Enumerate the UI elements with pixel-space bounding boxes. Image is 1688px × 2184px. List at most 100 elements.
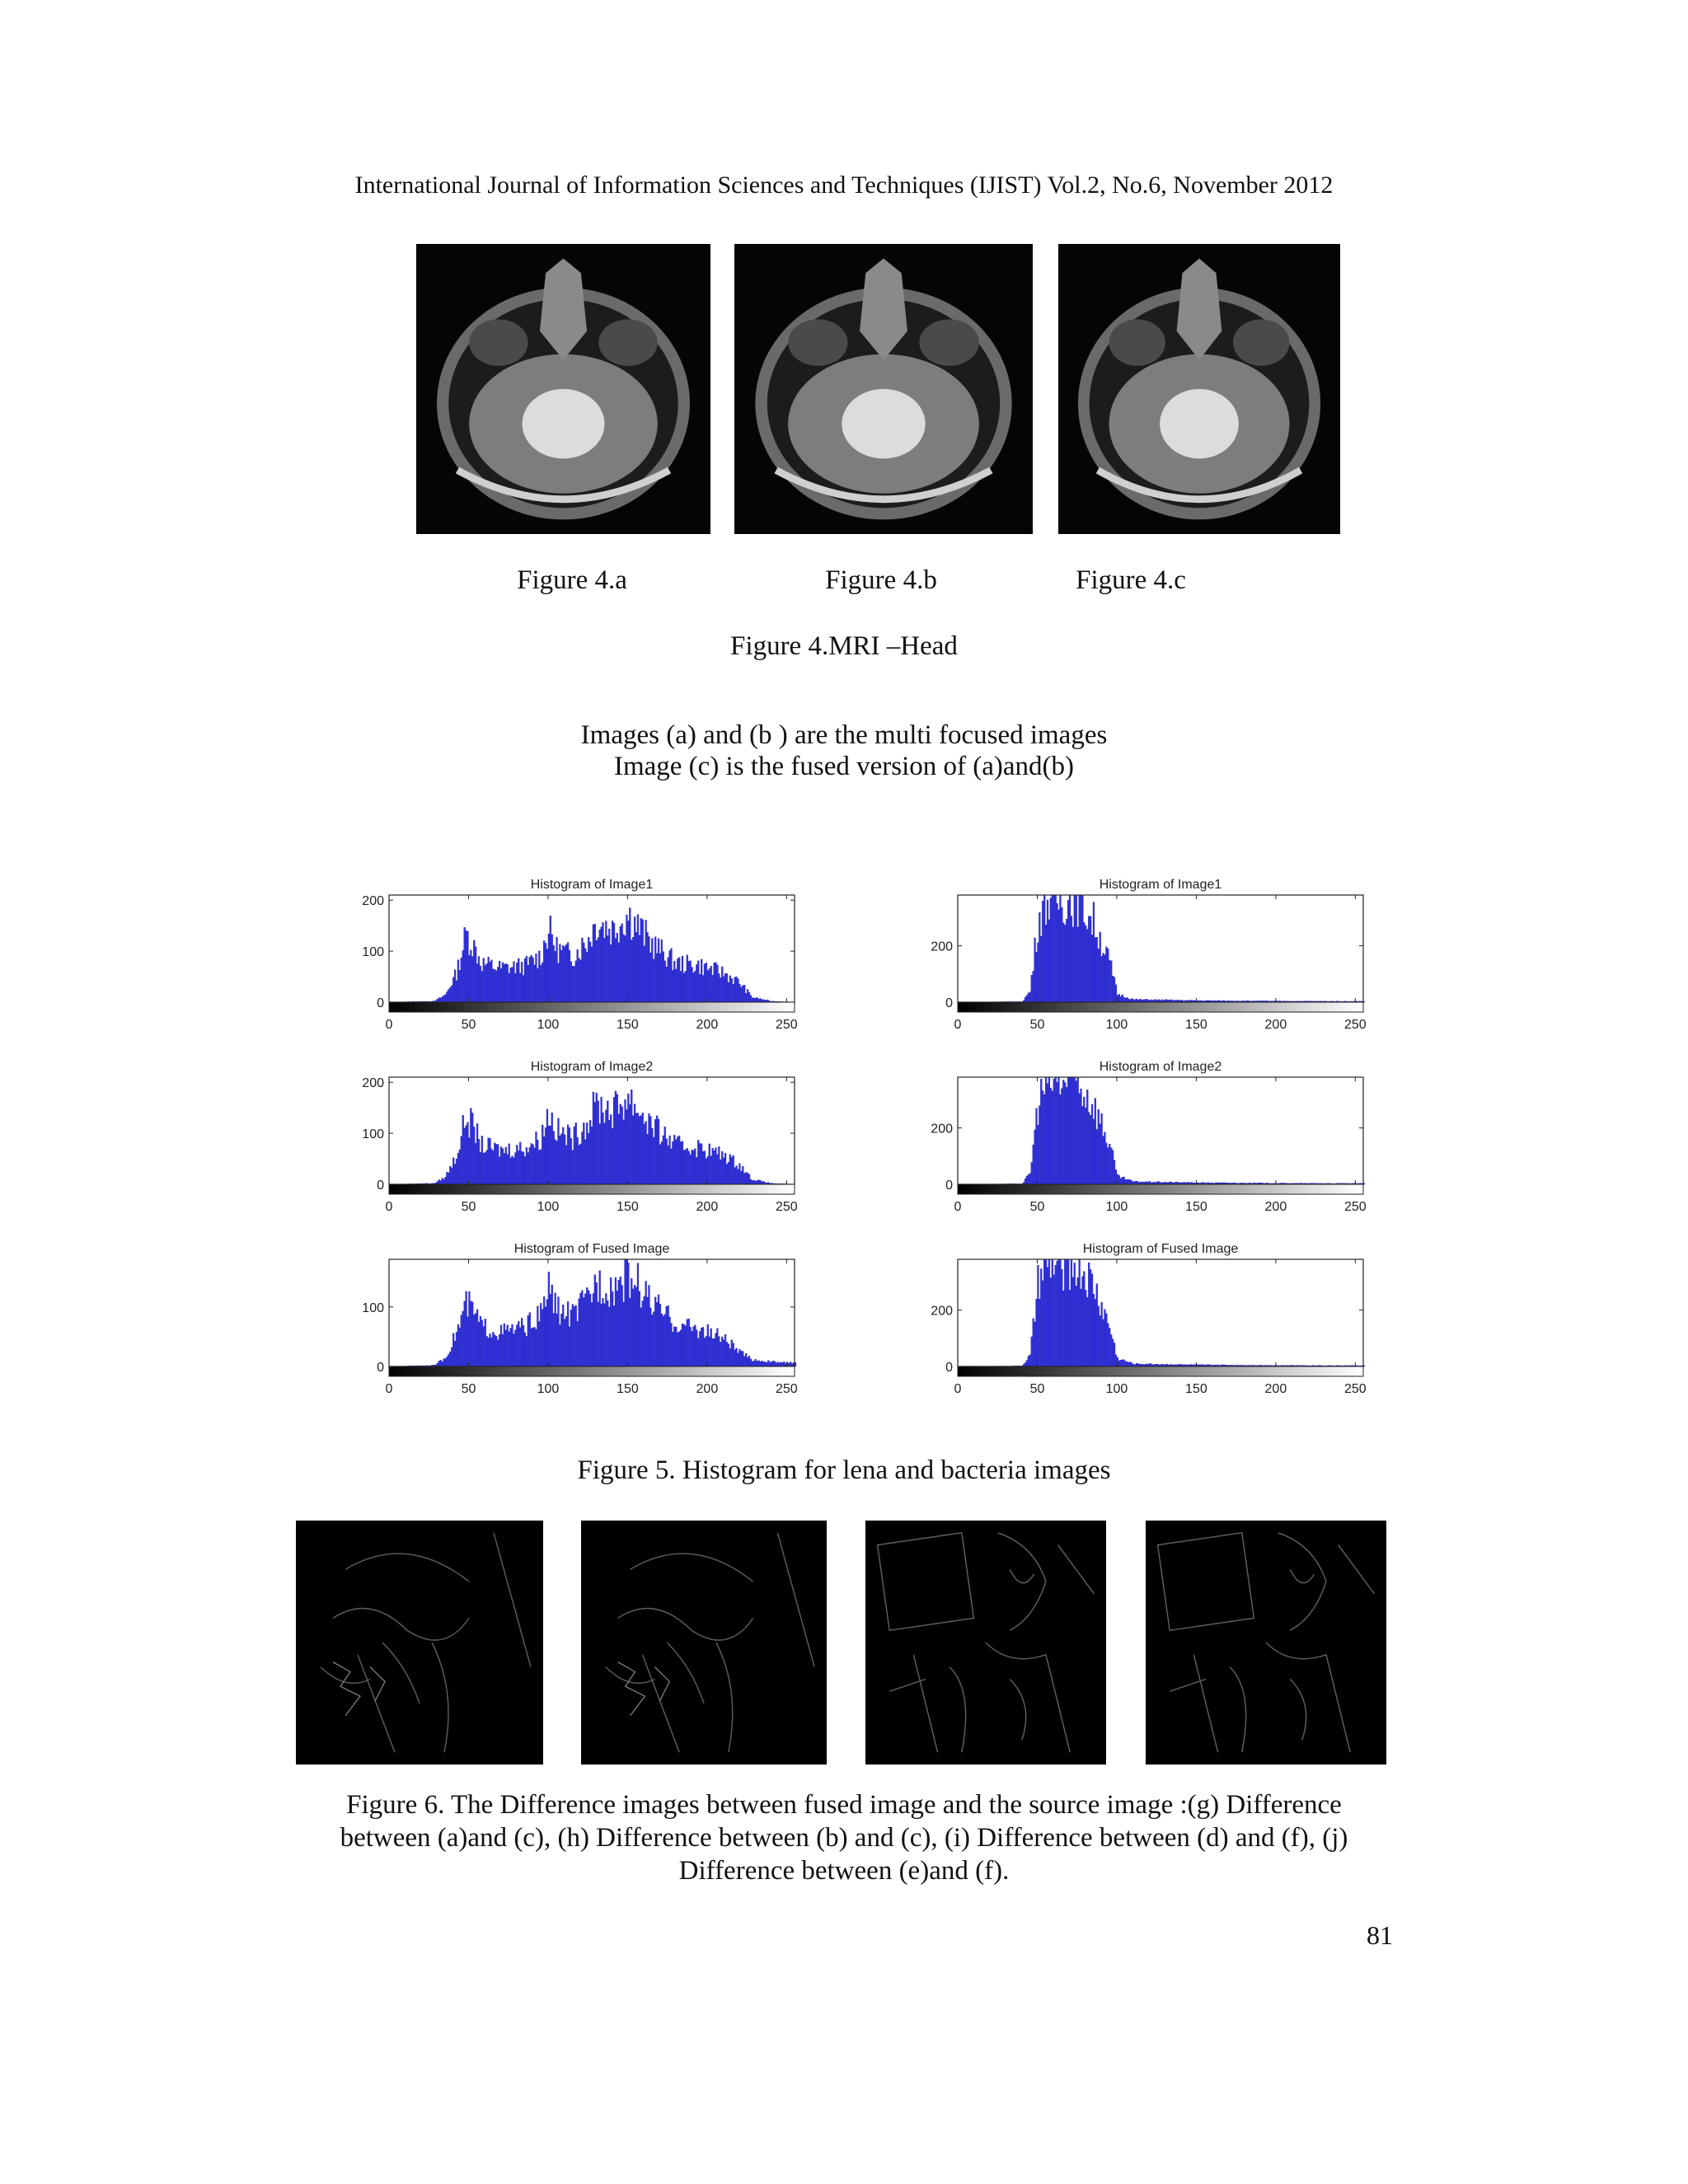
histogram-bar bbox=[1123, 996, 1125, 1003]
y-tick-label: 200 bbox=[931, 1122, 953, 1137]
histogram-bar bbox=[1046, 899, 1049, 1003]
histogram-bar bbox=[560, 1314, 563, 1367]
histogram-bar bbox=[746, 989, 749, 1003]
histogram-bar bbox=[535, 1132, 537, 1185]
histogram-bar bbox=[608, 1120, 611, 1185]
histogram-bar bbox=[743, 1173, 746, 1185]
histogram-bar bbox=[1067, 1076, 1070, 1185]
histogram-bar bbox=[516, 963, 518, 1003]
histogram-bar bbox=[1119, 996, 1122, 1003]
histogram-bar bbox=[708, 968, 710, 1003]
histogram-bar bbox=[614, 938, 617, 1003]
x-tick-label: 250 bbox=[1344, 1382, 1367, 1396]
x-tick-label: 250 bbox=[776, 1382, 798, 1396]
histogram-bar bbox=[764, 1361, 767, 1367]
histogram-bar bbox=[718, 973, 720, 1003]
histogram-bar bbox=[748, 991, 751, 1003]
histogram-bar bbox=[479, 1152, 482, 1185]
histogram-bar bbox=[546, 1108, 549, 1185]
histogram-bar bbox=[528, 1147, 531, 1185]
histogram-bar bbox=[1092, 1118, 1095, 1185]
histogram-bar bbox=[1039, 912, 1041, 1003]
histogram-bar bbox=[1081, 894, 1084, 1003]
histogram-bar bbox=[1044, 1258, 1048, 1367]
histogram-bar bbox=[745, 992, 748, 1003]
histogram-bar bbox=[632, 1288, 635, 1367]
histogram-bar bbox=[462, 1115, 464, 1185]
histogram-bar bbox=[549, 1294, 551, 1367]
histogram-bar bbox=[1057, 1076, 1060, 1185]
histogram-bar bbox=[657, 938, 660, 1003]
x-tick-label: 200 bbox=[696, 1018, 719, 1032]
histogram-bar bbox=[467, 930, 469, 1003]
histogram-bar bbox=[678, 1331, 681, 1367]
histogram-bar bbox=[579, 1292, 582, 1367]
histogram-bar bbox=[1048, 919, 1051, 1003]
histogram-bar bbox=[1030, 1162, 1033, 1185]
difference-image-i bbox=[865, 1521, 1106, 1765]
histogram-bar bbox=[1118, 1175, 1120, 1185]
histogram-bar bbox=[554, 951, 556, 1003]
histogram-bar bbox=[1040, 1079, 1043, 1185]
histogram-bar bbox=[1051, 894, 1053, 1003]
histogram-bar bbox=[457, 1153, 460, 1185]
histogram-bacteria-fused: Histogram of Fused Image 0 50 100 150 200 250 0… bbox=[917, 1226, 1378, 1416]
histogram-bar bbox=[610, 1114, 612, 1185]
histogram-bar bbox=[477, 1321, 481, 1367]
histogram-bar bbox=[557, 963, 560, 1003]
histogram-bar bbox=[1126, 997, 1128, 1003]
histogram-bar bbox=[668, 1316, 671, 1367]
histogram-bar bbox=[600, 926, 603, 1003]
histogram-bar bbox=[725, 1164, 729, 1185]
histogram-bar bbox=[678, 1135, 681, 1185]
histogram-bar bbox=[605, 1293, 607, 1367]
histogram-bar bbox=[641, 919, 644, 1003]
histogram-bar bbox=[1075, 1080, 1077, 1185]
histogram-bar bbox=[499, 1146, 503, 1185]
histogram-bar bbox=[581, 937, 584, 1003]
histogram-bar bbox=[444, 1358, 447, 1367]
histogram-bar bbox=[1040, 1268, 1043, 1367]
histogram-bar bbox=[730, 978, 733, 1003]
histogram-bar bbox=[1070, 1258, 1073, 1367]
histogram-bar bbox=[542, 1124, 544, 1185]
figure-4a-label: Figure 4.a bbox=[517, 565, 627, 595]
histogram-bar bbox=[686, 954, 688, 1003]
histogram-bar bbox=[1090, 935, 1094, 1003]
histogram-bar bbox=[1113, 1160, 1116, 1185]
histogram-bar bbox=[438, 997, 440, 1003]
histogram-bar bbox=[621, 923, 623, 1003]
histogram-bar bbox=[470, 1301, 472, 1367]
histogram-bar bbox=[616, 933, 618, 1003]
histogram-bar bbox=[568, 949, 571, 1003]
histogram-bar bbox=[703, 1338, 706, 1367]
histogram-bar bbox=[1124, 1179, 1127, 1185]
histogram-bar bbox=[1078, 894, 1081, 1003]
histogram-bar bbox=[590, 946, 593, 1003]
histogram-bar bbox=[551, 934, 553, 1003]
histogram-bar bbox=[598, 929, 601, 1003]
histogram-bar bbox=[718, 1336, 720, 1367]
histogram-bar bbox=[532, 1327, 534, 1367]
histogram-bar bbox=[566, 942, 570, 1003]
histogram-bar bbox=[641, 1301, 644, 1367]
x-tick-label: 200 bbox=[1265, 1018, 1287, 1032]
histogram-bar bbox=[783, 1361, 785, 1367]
histogram-bar bbox=[655, 1302, 659, 1367]
histogram-bar bbox=[1035, 1108, 1038, 1185]
histogram-bar bbox=[523, 1156, 527, 1185]
histogram-bar bbox=[574, 1305, 577, 1367]
histogram-bar bbox=[654, 1296, 657, 1367]
histogram-bar bbox=[1051, 1258, 1053, 1367]
histogram-bar bbox=[1129, 1179, 1132, 1185]
histogram-bar bbox=[708, 1336, 710, 1367]
histogram-bar bbox=[682, 972, 686, 1003]
histogram-bar bbox=[635, 1113, 638, 1185]
histogram-bar bbox=[686, 1319, 688, 1367]
histogram-bar bbox=[679, 971, 682, 1003]
gray-colorbar bbox=[957, 1001, 1364, 1013]
histogram-bar bbox=[1061, 1088, 1063, 1185]
histogram-bar bbox=[1121, 1359, 1123, 1367]
histogram-bar bbox=[1102, 953, 1104, 1003]
histogram-bar bbox=[1057, 909, 1060, 1003]
